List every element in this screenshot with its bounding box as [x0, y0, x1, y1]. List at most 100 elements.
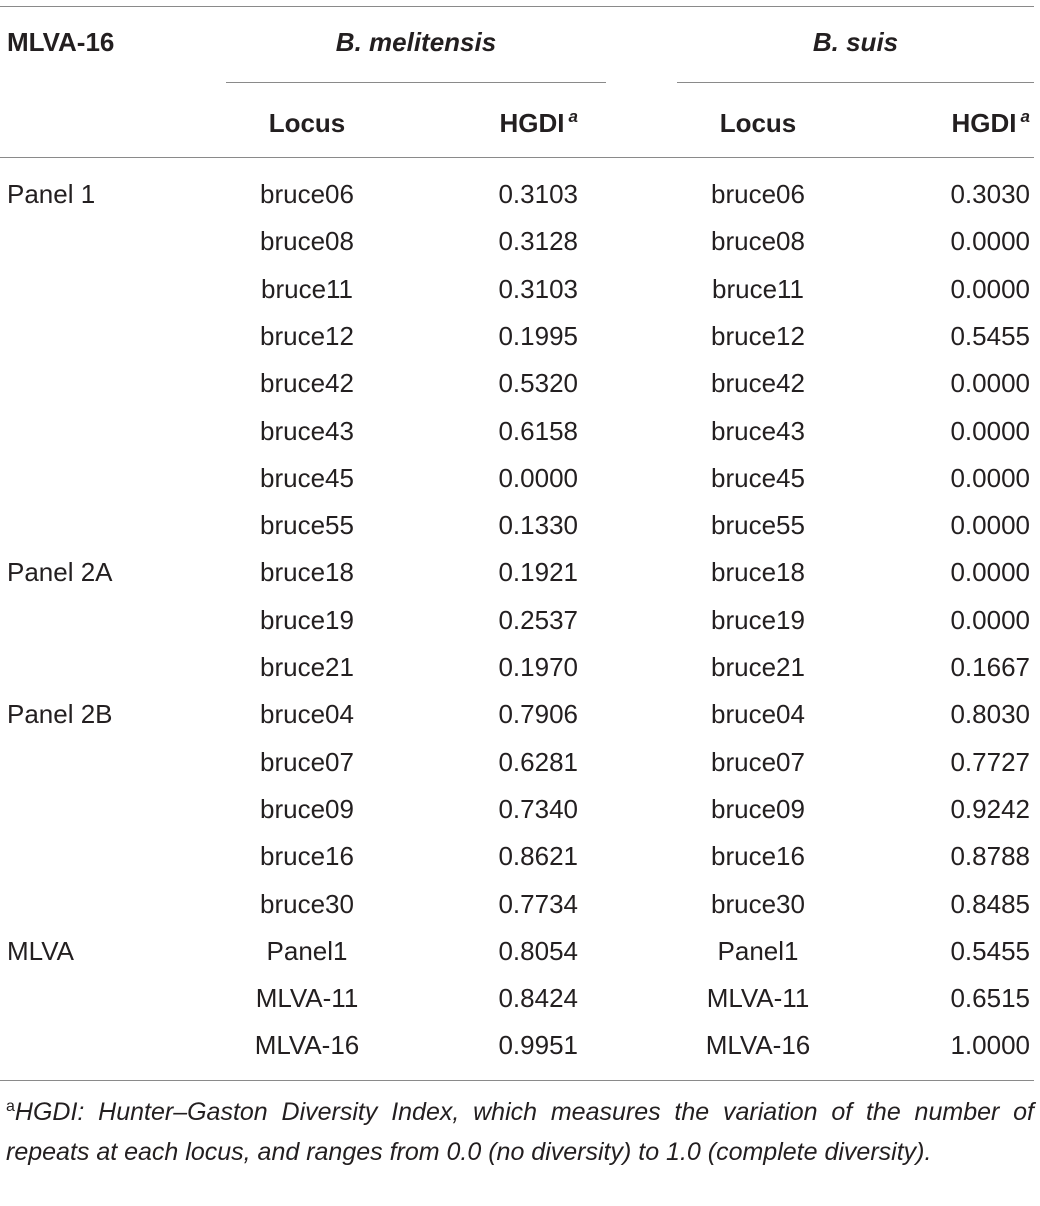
suis-locus-cell: bruce09	[711, 794, 805, 824]
species-header-melitensis: B. melitensis	[335, 27, 497, 57]
melitensis-locus-cell: bruce30	[260, 889, 354, 919]
melitensis-locus-cell: bruce21	[260, 652, 354, 682]
header-bottom-rule	[0, 157, 1034, 158]
suis-hgdi-cell: 0.0000	[950, 368, 1030, 398]
hgdi-footnote-mark: a	[1020, 107, 1030, 126]
row-group-label: Panel 2A	[7, 557, 113, 587]
suis-locus-cell: bruce21	[711, 652, 805, 682]
suis-locus-cell: bruce45	[711, 463, 805, 493]
suis-locus-cell: bruce07	[711, 747, 805, 777]
hgdi-footnote-mark: a	[568, 107, 578, 126]
suis-locus-cell: MLVA-11	[706, 983, 810, 1013]
row-group-label: Panel 1	[7, 179, 96, 209]
melitensis-hgdi-cell: 0.8621	[498, 841, 578, 871]
melitensis-hgdi-cell: 0.1970	[498, 652, 578, 682]
melitensis-hgdi-cell: 0.7734	[498, 889, 578, 919]
table-top-rule	[0, 6, 1034, 7]
suis-locus-cell: bruce19	[711, 605, 805, 635]
melitensis-locus-cell: bruce11	[260, 274, 354, 304]
suis-hgdi-cell: 0.7727	[950, 747, 1030, 777]
suis-hgdi-cell: 0.0000	[950, 605, 1030, 635]
melitensis-hgdi-cell: 0.3128	[498, 226, 578, 256]
locus-header-suis: Locus	[719, 108, 797, 138]
suis-hgdi-cell: 0.0000	[950, 510, 1030, 540]
melitensis-hgdi-cell: 0.1921	[498, 557, 578, 587]
melitensis-locus-cell: bruce04	[260, 699, 354, 729]
suis-hgdi-cell: 0.1667	[950, 652, 1030, 682]
suis-locus-cell: bruce42	[711, 368, 805, 398]
suis-hgdi-cell: 0.0000	[950, 416, 1030, 446]
melitensis-locus-cell: bruce09	[260, 794, 354, 824]
footnote-mark: a	[6, 1098, 15, 1115]
melitensis-locus-cell: bruce18	[260, 557, 354, 587]
suis-hgdi-cell: 0.6515	[950, 983, 1030, 1013]
melitensis-locus-cell: bruce55	[260, 510, 354, 540]
melitensis-hgdi-cell: 0.6158	[498, 416, 578, 446]
melitensis-locus-cell: bruce12	[260, 321, 354, 351]
suis-hgdi-cell: 0.8788	[950, 841, 1030, 871]
table-footnote: aHGDI: Hunter–Gaston Diversity Index, wh…	[6, 1094, 1034, 1171]
suis-hgdi-cell: 0.5455	[950, 321, 1030, 351]
suis-locus-cell: bruce55	[711, 510, 805, 540]
hgdi-header-suis: HGDI a	[880, 107, 1030, 142]
row-group-label: Panel 2B	[7, 699, 113, 729]
suis-hgdi-cell: 0.5455	[950, 936, 1030, 966]
species-header-suis: B. suis	[812, 27, 899, 57]
suis-locus-cell: MLVA-16	[705, 1030, 811, 1060]
suis-hgdi-cell: 0.3030	[950, 179, 1030, 209]
suis-hgdi-cell: 0.0000	[950, 557, 1030, 587]
suis-locus-cell: bruce18	[711, 557, 805, 587]
melitensis-span-rule	[226, 82, 606, 83]
suis-locus-cell: bruce04	[711, 699, 805, 729]
melitensis-locus-cell: MLVA-16	[254, 1030, 360, 1060]
footnote-text: HGDI: Hunter–Gaston Diversity Index, whi…	[6, 1098, 1034, 1166]
suis-hgdi-cell: 1.0000	[950, 1030, 1030, 1060]
suis-hgdi-cell: 0.0000	[950, 226, 1030, 256]
hgdi-header-label: HGDI	[499, 108, 565, 138]
suis-locus-cell: bruce11	[711, 274, 805, 304]
melitensis-hgdi-cell: 0.3103	[498, 179, 578, 209]
melitensis-locus-cell: bruce43	[260, 416, 354, 446]
melitensis-locus-cell: Panel1	[266, 936, 348, 966]
melitensis-hgdi-cell: 0.8424	[498, 983, 578, 1013]
suis-locus-cell: bruce16	[711, 841, 805, 871]
hgdi-header-melitensis: HGDI a	[430, 107, 578, 142]
suis-locus-cell: Panel1	[717, 936, 799, 966]
suis-hgdi-cell: 0.8030	[950, 699, 1030, 729]
melitensis-hgdi-cell: 0.1330	[498, 510, 578, 540]
suis-hgdi-cell: 0.0000	[950, 274, 1030, 304]
melitensis-locus-cell: bruce45	[260, 463, 354, 493]
suis-hgdi-cell: 0.8485	[950, 889, 1030, 919]
row-group-label: MLVA	[7, 936, 74, 966]
melitensis-hgdi-cell: 0.8054	[498, 936, 578, 966]
melitensis-hgdi-cell: 0.7340	[498, 794, 578, 824]
suis-locus-cell: bruce43	[711, 416, 805, 446]
melitensis-hgdi-cell: 0.0000	[498, 463, 578, 493]
suis-span-rule	[677, 82, 1034, 83]
melitensis-hgdi-cell: 0.9951	[498, 1030, 578, 1060]
corner-header: MLVA-16	[7, 27, 115, 57]
hgdi-header-label: HGDI	[951, 108, 1017, 138]
melitensis-locus-cell: MLVA-11	[255, 983, 359, 1013]
suis-hgdi-cell: 0.9242	[950, 794, 1030, 824]
suis-hgdi-cell: 0.0000	[950, 463, 1030, 493]
melitensis-locus-cell: bruce06	[260, 179, 354, 209]
melitensis-hgdi-cell: 0.3103	[498, 274, 578, 304]
suis-locus-cell: bruce30	[711, 889, 805, 919]
locus-header-melitensis: Locus	[268, 108, 346, 138]
suis-locus-cell: bruce08	[711, 226, 805, 256]
melitensis-locus-cell: bruce07	[260, 747, 354, 777]
melitensis-locus-cell: bruce16	[260, 841, 354, 871]
melitensis-locus-cell: bruce08	[260, 226, 354, 256]
melitensis-hgdi-cell: 0.1995	[498, 321, 578, 351]
suis-locus-cell: bruce06	[711, 179, 805, 209]
table-bottom-rule	[0, 1080, 1034, 1081]
melitensis-locus-cell: bruce19	[260, 605, 354, 635]
melitensis-hgdi-cell: 0.5320	[498, 368, 578, 398]
melitensis-locus-cell: bruce42	[260, 368, 354, 398]
melitensis-hgdi-cell: 0.6281	[498, 747, 578, 777]
melitensis-hgdi-cell: 0.7906	[498, 699, 578, 729]
melitensis-hgdi-cell: 0.2537	[498, 605, 578, 635]
suis-locus-cell: bruce12	[711, 321, 805, 351]
